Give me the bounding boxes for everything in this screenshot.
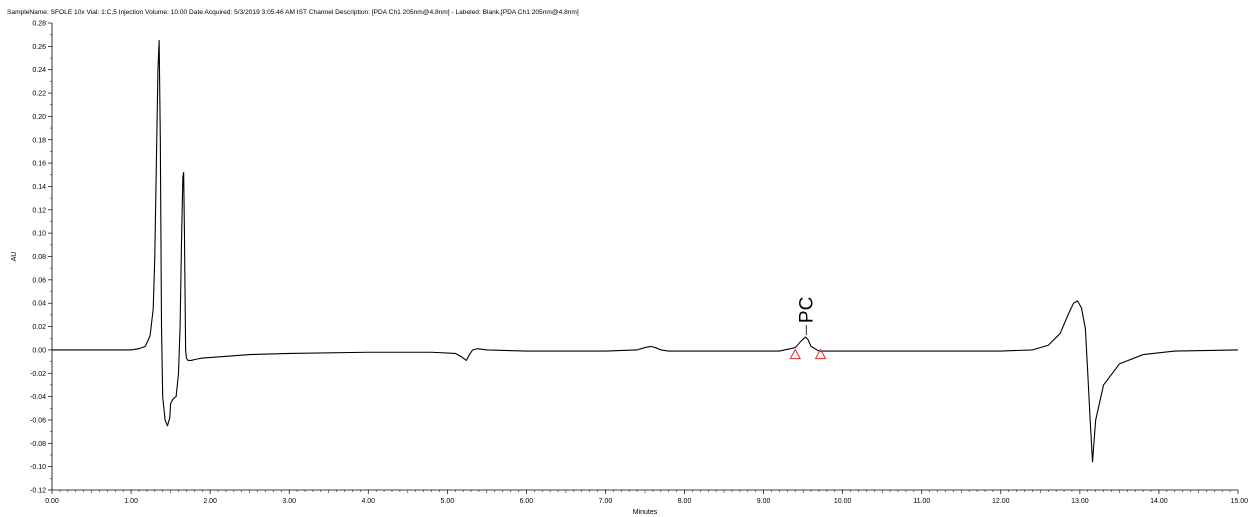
series-trace xyxy=(52,39,1239,463)
plot-frame xyxy=(51,23,1238,491)
x-axis-ticks: 0.00 1.00 2.00 3.00 4.00 5.00 6.00 7.00 8.00 9.00… xyxy=(45,490,1248,505)
y-tick-label: 0.24 xyxy=(32,67,46,74)
x-tick-label: 10.00 xyxy=(834,498,852,505)
y-tick-label: 0.22 xyxy=(32,91,46,98)
x-tick-label: 4.00 xyxy=(361,498,375,505)
y-tick-label: -0.12 xyxy=(30,488,46,495)
x-tick-label: 6.00 xyxy=(520,498,534,505)
x-tick-label: 8.00 xyxy=(678,498,692,505)
y-tick-label: 0.20 xyxy=(32,114,46,121)
baseline-marker-triangle xyxy=(789,348,802,360)
x-tick-label: 1.00 xyxy=(124,498,138,505)
y-tick-label: -0.04 xyxy=(30,394,46,401)
y-tick-label: 0.12 xyxy=(32,207,46,214)
y-axis-title: AU xyxy=(11,252,18,262)
x-tick-label: 2.00 xyxy=(203,498,217,505)
x-tick-label: 12.00 xyxy=(992,498,1010,505)
y-tick-label: 0.16 xyxy=(32,161,46,168)
y-tick-label: -0.06 xyxy=(30,417,46,424)
y-tick-label: 0.28 xyxy=(32,21,46,28)
x-tick-label: 15.00 xyxy=(1230,498,1248,505)
x-axis-title: Minutes xyxy=(633,509,658,516)
series-layer xyxy=(52,39,1239,463)
x-tick-label: 5.00 xyxy=(441,498,455,505)
y-tick-label: 0.08 xyxy=(32,254,46,261)
y-tick-label: 0.26 xyxy=(32,44,46,51)
y-tick-label: 0.06 xyxy=(32,277,46,284)
y-tick-label: 0.02 xyxy=(32,324,46,331)
x-tick-label: 11.00 xyxy=(913,498,930,505)
x-tick-label: 13.00 xyxy=(1071,498,1089,505)
annotation-layer: PC xyxy=(789,297,827,360)
x-tick-label: 14.00 xyxy=(1150,498,1168,505)
y-tick-label: -0.10 xyxy=(30,464,46,471)
y-tick-label: 0.00 xyxy=(32,347,46,354)
chart-title: SampleName: SFOLE 10x Vial: 1:C,5 Inject… xyxy=(7,9,579,16)
y-tick-label: -0.02 xyxy=(30,371,46,378)
y-tick-label: 0.04 xyxy=(32,301,46,308)
y-tick-label: 0.18 xyxy=(32,137,46,144)
y-axis-ticks: 0.28 0.26 0.24 0.22 0.20 0.18 0.16 0.14 0.12 0.10… xyxy=(30,21,52,495)
y-tick-label: 0.10 xyxy=(32,231,46,238)
y-tick-label: -0.08 xyxy=(30,441,46,448)
y-tick-label: 0.14 xyxy=(32,184,46,191)
baseline-marker-triangle xyxy=(814,348,827,360)
peak-label-pc: PC xyxy=(796,297,817,323)
x-tick-label: 3.00 xyxy=(282,498,296,505)
x-tick-label: 9.00 xyxy=(757,498,771,505)
x-tick-label: 7.00 xyxy=(599,498,613,505)
x-tick-label: 0.00 xyxy=(45,498,59,505)
